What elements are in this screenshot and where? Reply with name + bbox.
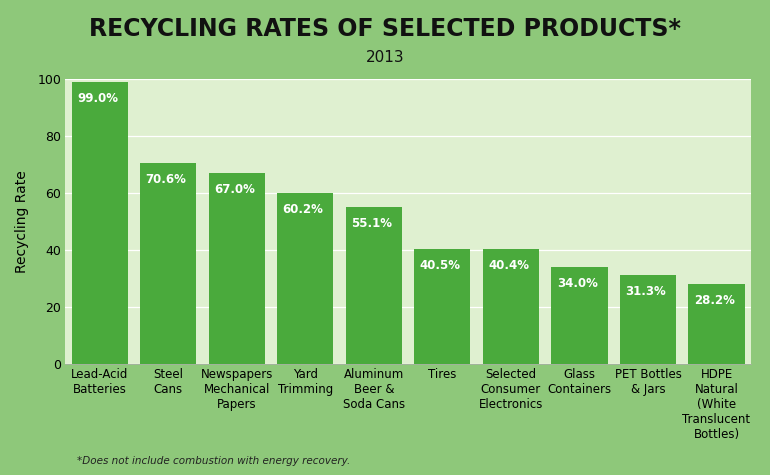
Text: 99.0%: 99.0% [77, 92, 118, 105]
Bar [483, 249, 539, 364]
Bar [346, 207, 402, 364]
Text: 40.5%: 40.5% [420, 258, 460, 272]
Text: 55.1%: 55.1% [351, 217, 392, 230]
Text: *Does not include combustion with energy recovery.: *Does not include combustion with energy… [77, 456, 350, 466]
Text: RECYCLING RATES OF SELECTED PRODUCTS*: RECYCLING RATES OF SELECTED PRODUCTS* [89, 17, 681, 41]
Y-axis label: Recycling Rate: Recycling Rate [15, 170, 29, 273]
Bar [551, 267, 608, 364]
Bar [414, 248, 470, 364]
Bar [72, 82, 128, 364]
Text: 60.2%: 60.2% [283, 202, 323, 216]
Text: 67.0%: 67.0% [214, 183, 255, 196]
Bar [688, 284, 745, 364]
Bar [620, 275, 676, 364]
Text: 34.0%: 34.0% [557, 277, 598, 290]
Bar [140, 163, 196, 364]
Text: 70.6%: 70.6% [146, 173, 186, 186]
Bar [277, 192, 333, 364]
Text: 28.2%: 28.2% [694, 294, 735, 306]
Text: 2013: 2013 [366, 50, 404, 65]
Bar [209, 173, 265, 364]
Text: 40.4%: 40.4% [488, 259, 529, 272]
Text: 31.3%: 31.3% [625, 285, 666, 298]
